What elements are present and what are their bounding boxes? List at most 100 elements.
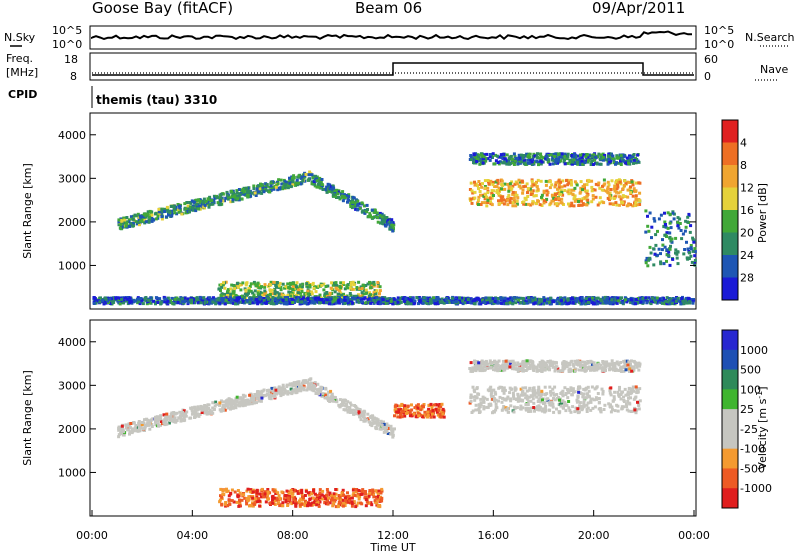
echo-cell [183, 202, 187, 206]
echo-cell [162, 419, 166, 423]
echo-cell [616, 183, 619, 187]
echo-cell [486, 186, 490, 190]
echo-cell [121, 430, 125, 433]
echo-cell [345, 193, 348, 197]
echo-cell [537, 163, 540, 167]
echo-cell [503, 182, 507, 186]
echo-cell [223, 292, 226, 296]
echo-cell [623, 195, 627, 198]
echo-cell [514, 204, 518, 208]
echo-cell [590, 296, 594, 300]
echo-cell [331, 396, 335, 400]
echo-cell [351, 200, 355, 204]
echo-cell [549, 201, 553, 205]
echo-cell [257, 191, 261, 195]
echo-cell [206, 197, 210, 201]
echo-cell [629, 396, 632, 400]
echo-cell [603, 153, 606, 157]
echo-cell [403, 301, 407, 305]
echo-cell [376, 220, 380, 224]
echo-cell [571, 158, 575, 162]
echo-cell [472, 388, 476, 392]
echo-cell [515, 182, 519, 186]
echo-cell [671, 297, 675, 300]
echo-cell [611, 202, 615, 206]
echo-cell [277, 178, 281, 182]
echo-cell [609, 188, 613, 191]
echo-cell [295, 390, 299, 394]
echo-cell [569, 179, 573, 183]
echo-cell [320, 183, 324, 186]
echo-cell [342, 195, 346, 199]
echo-cell [281, 392, 285, 396]
echo-cell [672, 299, 676, 303]
echo-cell [494, 153, 498, 157]
echo-cell [321, 392, 325, 396]
echo-cell [159, 423, 162, 427]
echo-cell [612, 300, 616, 304]
echo-cell [345, 284, 349, 288]
echo-cell [235, 189, 239, 193]
echo-cell [528, 386, 532, 390]
echo-cell [177, 297, 181, 301]
echo-cell [562, 160, 566, 164]
echo-cell [557, 179, 561, 183]
echo-cell [555, 204, 559, 208]
echo-cell [479, 203, 483, 206]
echo-cell [305, 388, 309, 392]
echo-cell [94, 301, 98, 305]
echo-cell [486, 301, 490, 305]
echo-cell [380, 213, 384, 217]
echo-cell [670, 302, 674, 306]
echo-cell [681, 299, 685, 303]
echo-cell [150, 213, 154, 217]
echo-cell [669, 297, 673, 301]
echo-cell [509, 196, 513, 200]
echo-cell [550, 183, 554, 187]
echo-cell [376, 216, 380, 220]
freq-trace [92, 62, 694, 76]
echo-cell [539, 400, 543, 404]
echo-cell [662, 297, 665, 301]
echo-cell [173, 211, 177, 215]
echo-cell [560, 201, 564, 205]
echo-cell [579, 153, 582, 157]
echo-cell [528, 155, 532, 159]
echo-cell [585, 203, 589, 207]
echo-cell [488, 196, 492, 200]
echo-cell [602, 408, 606, 411]
echo-cell [485, 195, 489, 199]
echo-cell [181, 297, 184, 301]
echo-cell [570, 183, 573, 187]
echo-cell [595, 302, 599, 306]
echo-cell [98, 300, 102, 304]
echo-cell [353, 412, 357, 416]
ytick-label: 2000 [58, 216, 86, 229]
echo-cell [522, 154, 526, 157]
echo-cell [320, 386, 324, 390]
echo-cell [675, 252, 679, 256]
echo-cell [483, 153, 487, 157]
echo-cell [552, 196, 556, 200]
echo-cell [534, 194, 538, 198]
echo-cell [295, 178, 299, 182]
echo-cell [239, 288, 243, 292]
echo-cell [475, 157, 479, 161]
echo-cell [287, 290, 291, 294]
echo-cell [573, 301, 577, 305]
echo-cell [214, 298, 218, 302]
echo-cell [563, 158, 566, 162]
echo-cell [122, 301, 126, 305]
echo-cell [364, 284, 368, 287]
echo-cell [399, 300, 403, 304]
echo-cell [189, 300, 193, 304]
echo-cell [136, 220, 140, 224]
echo-cell [255, 284, 259, 288]
echo-cell [686, 215, 690, 219]
echo-cell [396, 300, 400, 304]
echo-cell [507, 189, 511, 193]
echo-cell [483, 300, 487, 304]
echo-cell [685, 240, 688, 244]
echo-cell [656, 229, 659, 233]
